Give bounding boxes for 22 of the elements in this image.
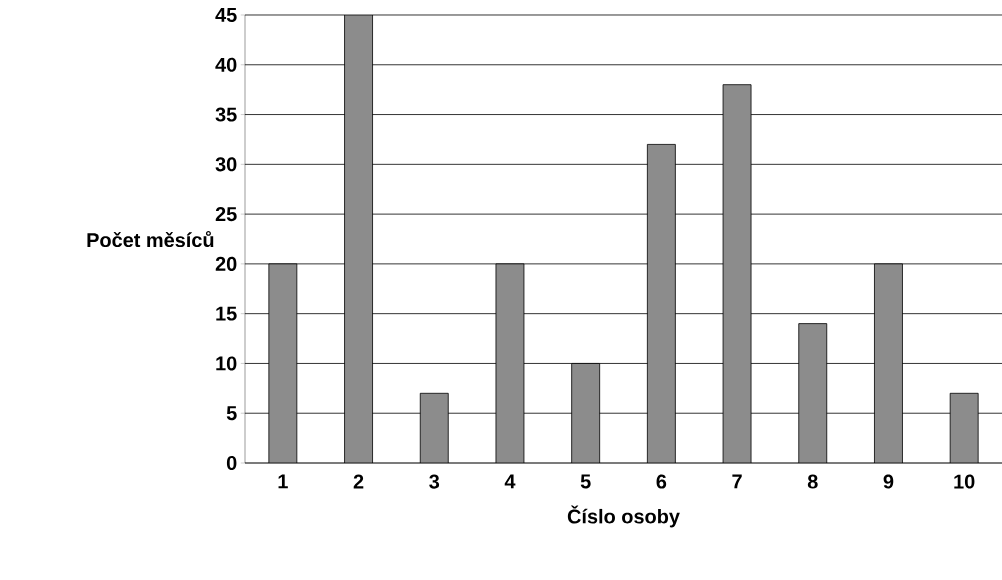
x-tick-label: 3 bbox=[429, 474, 440, 489]
y-tick-label: 15 bbox=[216, 306, 237, 321]
y-tick-label: 20 bbox=[215, 256, 237, 271]
y-tick-label: 30 bbox=[215, 157, 237, 172]
y-tick-label: 25 bbox=[215, 207, 237, 222]
x-tick-label: 5 bbox=[580, 474, 591, 489]
x-tick-label: 1 bbox=[278, 474, 288, 489]
x-tick-label: 7 bbox=[732, 474, 742, 489]
y-tick-label: 40 bbox=[215, 57, 237, 72]
x-axis-title: Číslo osoby bbox=[567, 505, 680, 528]
y-axis-title: Počet měsíců bbox=[87, 230, 214, 248]
x-tick-label: 8 bbox=[807, 474, 818, 489]
x-tick-label: 4 bbox=[504, 474, 516, 489]
y-tick-label: 5 bbox=[226, 406, 237, 421]
y-tick-label: 10 bbox=[216, 356, 237, 371]
x-tick-label: 2 bbox=[353, 474, 364, 489]
x-tick-label: 6 bbox=[656, 474, 667, 489]
x-tick-label: 10 bbox=[954, 474, 975, 489]
y-tick-label: 0 bbox=[226, 455, 237, 471]
y-tick-label: 45 bbox=[215, 8, 237, 22]
x-tick-label: 9 bbox=[883, 474, 894, 489]
y-tick-label: 35 bbox=[215, 107, 237, 122]
